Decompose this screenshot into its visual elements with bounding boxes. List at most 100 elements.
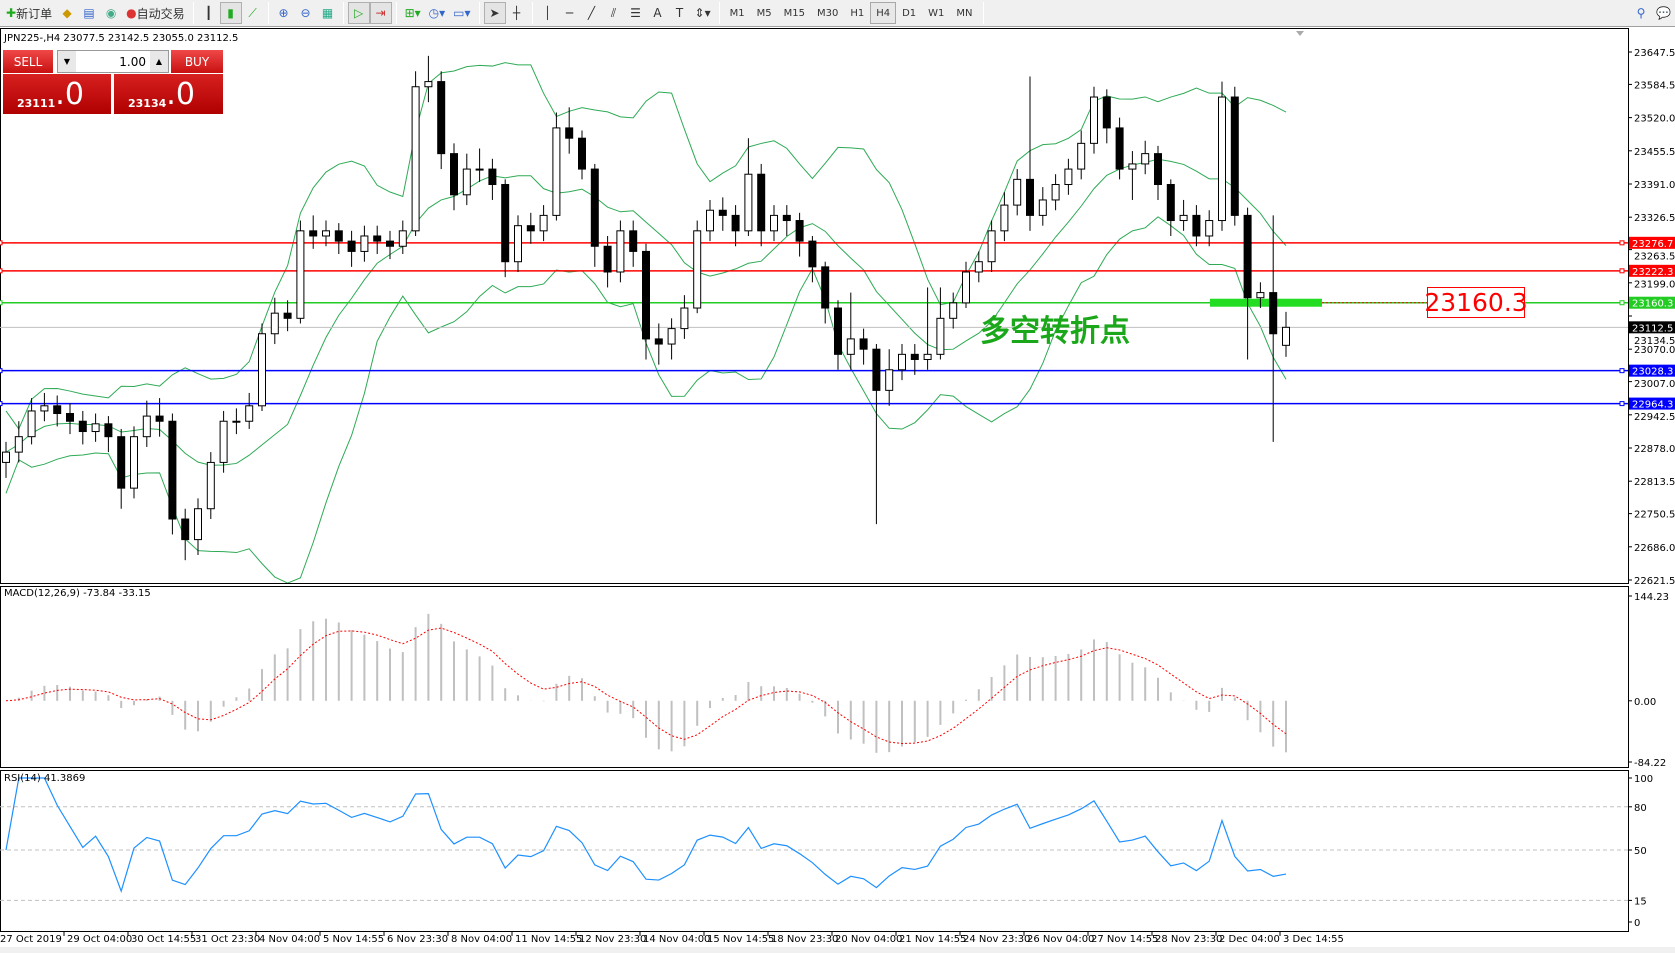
candle-bear <box>1230 96 1239 216</box>
price-tick-label: 23391.0 <box>1634 180 1675 191</box>
buy-price[interactable]: 23134.0 <box>114 74 223 114</box>
chart-shift-icon[interactable]: ⇥ <box>369 2 392 24</box>
zoom-out-icon[interactable]: ⊖ <box>300 6 311 20</box>
candle-bear <box>181 518 190 541</box>
candle-bear <box>642 250 650 340</box>
rsi-pane-border <box>0 770 1629 932</box>
zoom-in-icon[interactable]: ⊕ <box>278 6 289 20</box>
candle-bull <box>322 230 330 237</box>
candle-bull <box>1179 214 1188 222</box>
timeframe-w1[interactable]: W1 <box>928 7 945 19</box>
candle-bear <box>78 420 87 433</box>
price-tick-label: 23263.5 <box>1634 251 1675 262</box>
time-axis-label: 29 Oct 04:00 <box>67 934 133 945</box>
candle-bear <box>526 225 535 232</box>
candle-bull <box>1128 163 1137 170</box>
price-tick-label: 22686.0 <box>1634 543 1675 554</box>
candle-bull <box>14 436 23 453</box>
sell-price[interactable]: 23111.0 <box>3 74 111 114</box>
time-axis-label: 21 Nov 14:55 <box>899 934 967 945</box>
candle-bull <box>1282 326 1290 346</box>
tile-windows-icon[interactable]: ▦ <box>321 6 334 20</box>
price-tick-label: 22942.5 <box>1634 412 1675 423</box>
candle-bear <box>373 235 382 242</box>
level-price-text: 23222.3 <box>1632 267 1673 278</box>
chat-icon[interactable]: 💬 <box>1656 6 1671 20</box>
macd-title: MACD(12,26,9) -73.84 -33.15 <box>4 588 151 599</box>
candle-bull <box>424 81 433 88</box>
text-label-icon[interactable]: T <box>675 6 684 20</box>
candle-bear <box>757 173 766 232</box>
new-order-button[interactable]: ✚ 新订单 <box>6 6 53 21</box>
price-tick-label: 23584.5 <box>1634 80 1675 91</box>
level-price-text: 23160.3 <box>1632 299 1673 310</box>
candle-bull <box>1256 292 1265 299</box>
level-line-handle <box>0 240 3 246</box>
chart-window[interactable]: 23647.5 23584.5 23520.0 23455.5 23391.0 23326… <box>0 28 1675 940</box>
toolbar-divider <box>531 2 533 24</box>
timeframe-m1[interactable]: M1 <box>729 7 745 19</box>
timeframe-d1[interactable]: D1 <box>902 7 917 19</box>
lots-field[interactable]: ▼ 1.00 ▲ <box>57 50 169 73</box>
line-chart-icon[interactable]: ⟋ <box>248 5 257 20</box>
timeframe-h1[interactable]: H1 <box>850 7 865 19</box>
macd-tick-label: 0.00 <box>1634 697 1656 708</box>
cursor-icon[interactable]: ➤ <box>483 2 506 24</box>
crosshair-icon[interactable]: ┼ <box>512 6 521 20</box>
buy-button[interactable]: BUY <box>171 50 223 73</box>
candle-bull <box>770 214 778 232</box>
candle-bull <box>744 173 753 232</box>
timeframe-m30[interactable]: M30 <box>816 7 839 19</box>
timeframe-h4[interactable]: H4 <box>870 2 897 24</box>
time-axis-label: 5 Nov 14:55 <box>323 934 385 945</box>
toolbar-divider <box>395 2 397 24</box>
candle-bear <box>283 312 292 319</box>
candle-bull <box>398 230 407 247</box>
navigator-icon[interactable]: ▤ <box>83 6 95 20</box>
vertical-line-icon[interactable]: │ <box>543 6 552 20</box>
templates-icon[interactable]: ▭▾ <box>453 6 471 20</box>
time-axis-label: 2 Dec 04:00 <box>1219 934 1280 945</box>
candle-bull <box>680 307 689 330</box>
lots-increase-icon[interactable]: ▲ <box>150 51 168 72</box>
pivot-zone-bar <box>1210 298 1322 307</box>
price-tick-label: 23455.5 <box>1634 147 1675 158</box>
equidistant-channel-icon[interactable]: ⫽ <box>610 5 617 20</box>
candlestick-icon[interactable]: ▮ <box>219 2 242 24</box>
horizontal-line-icon[interactable]: ─ <box>565 6 574 20</box>
toolbar-divider <box>267 2 269 24</box>
fibonacci-icon[interactable]: ☰ <box>630 6 641 20</box>
time-axis-label: 27 Oct 2019 <box>0 934 62 945</box>
candle-bear <box>450 153 458 196</box>
sell-button[interactable]: SELL <box>3 50 53 73</box>
macd-tick-label: 144.23 <box>1634 592 1669 603</box>
time-axis-label: 26 Nov 04:00 <box>1027 934 1095 945</box>
signals-icon[interactable]: ◉ <box>105 6 117 20</box>
trendline-icon[interactable]: ╱ <box>587 6 596 20</box>
candle-bull <box>987 230 996 263</box>
arrows-icon[interactable]: ⇕▾ <box>694 6 711 20</box>
level-price-text: 23028.3 <box>1632 367 1673 378</box>
search-icon[interactable]: ⚲ <box>1636 6 1646 20</box>
text-icon[interactable]: A <box>653 6 662 20</box>
time-axis-label: 14 Nov 04:00 <box>643 934 711 945</box>
candle-bull <box>974 261 983 273</box>
level-line-handle <box>1619 368 1625 374</box>
timeframe-m15[interactable]: M15 <box>783 7 805 19</box>
level-price-badge <box>1629 364 1675 377</box>
candle-bull <box>27 410 36 438</box>
timeframe-m5[interactable]: M5 <box>756 7 772 19</box>
candle-bear <box>1026 178 1034 216</box>
candle-bull <box>1077 142 1086 170</box>
periods-icon[interactable]: ◷▾ <box>428 6 446 20</box>
market-watch-icon[interactable]: ◆ <box>62 6 72 20</box>
timeframe-mn[interactable]: MN <box>956 7 973 19</box>
auto-trading-button[interactable]: ● 自动交易 <box>126 6 185 21</box>
bar-chart-icon[interactable]: ┃ <box>204 6 213 20</box>
autoscroll-icon[interactable]: ▷ <box>347 2 370 24</box>
lots-value[interactable]: 1.00 <box>119 54 146 69</box>
macd-pane-border <box>0 586 1629 768</box>
indicators-icon[interactable]: ⊞▾ <box>404 6 421 20</box>
price-tick-label: 22878.0 <box>1634 444 1675 455</box>
lots-decrease-icon[interactable]: ▼ <box>58 51 76 72</box>
